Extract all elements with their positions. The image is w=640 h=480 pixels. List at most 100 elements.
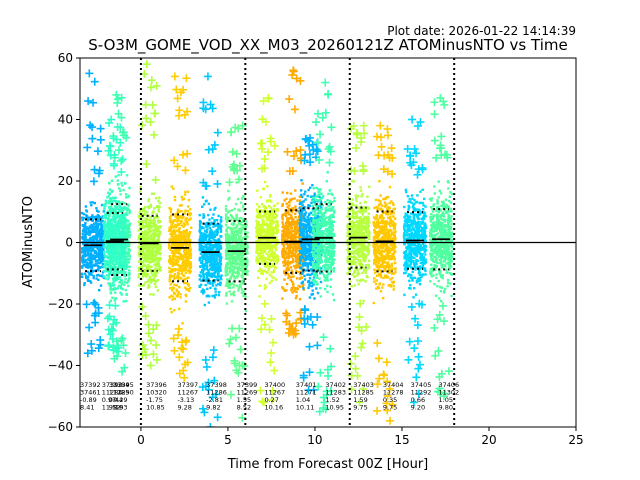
point	[181, 235, 184, 239]
point	[256, 221, 259, 225]
point	[213, 219, 216, 222]
point	[227, 261, 231, 264]
point	[123, 280, 126, 284]
point	[204, 200, 208, 203]
point	[225, 252, 228, 255]
point	[269, 221, 272, 224]
point	[281, 204, 284, 207]
outlier-point	[289, 330, 298, 339]
point	[266, 232, 269, 235]
point	[156, 279, 160, 282]
point	[146, 236, 149, 239]
point	[228, 236, 232, 239]
point	[177, 291, 180, 294]
point	[94, 262, 97, 265]
point	[104, 260, 108, 263]
outlier-point	[209, 346, 218, 355]
point	[293, 289, 296, 293]
point	[98, 238, 102, 241]
point	[188, 250, 191, 254]
point	[124, 212, 127, 216]
point	[97, 249, 101, 253]
point	[117, 200, 121, 203]
point	[118, 235, 121, 238]
point	[127, 242, 130, 245]
outlier-point	[175, 106, 184, 115]
point	[275, 262, 278, 265]
point	[215, 219, 219, 222]
point	[235, 181, 238, 184]
point	[173, 250, 176, 253]
point	[213, 260, 216, 263]
point	[289, 192, 293, 195]
point	[111, 251, 114, 254]
point	[282, 228, 286, 232]
point	[103, 252, 106, 255]
point	[216, 232, 219, 235]
point	[257, 248, 261, 251]
point	[188, 268, 191, 271]
point	[112, 207, 115, 210]
point	[150, 260, 153, 263]
point	[260, 226, 264, 229]
point	[156, 251, 159, 255]
point	[147, 243, 150, 247]
point	[103, 265, 106, 268]
point	[112, 282, 115, 285]
point	[271, 232, 275, 236]
outlier-point	[149, 325, 158, 334]
outlier-point	[83, 143, 92, 152]
outlier-point	[210, 140, 219, 149]
point	[267, 256, 270, 259]
point	[233, 267, 236, 270]
point	[256, 261, 259, 265]
point	[240, 281, 244, 285]
outlier-point	[104, 146, 113, 155]
point	[178, 268, 181, 271]
point	[81, 261, 85, 264]
point	[124, 182, 127, 185]
point	[113, 263, 116, 266]
point	[219, 230, 223, 233]
point	[107, 282, 110, 285]
outlier-point	[106, 330, 115, 339]
point	[265, 277, 268, 281]
point	[82, 212, 85, 216]
point	[92, 256, 95, 259]
point	[186, 250, 189, 253]
point	[225, 233, 229, 236]
point	[269, 244, 272, 248]
point	[213, 239, 216, 242]
point	[265, 246, 269, 249]
point	[256, 258, 259, 261]
point	[299, 273, 302, 276]
point	[104, 203, 107, 206]
point	[239, 244, 242, 248]
point	[260, 247, 263, 250]
point	[300, 263, 303, 266]
point	[198, 249, 201, 252]
point	[188, 244, 191, 247]
point	[266, 211, 270, 214]
point	[271, 262, 275, 266]
point	[154, 239, 158, 242]
point	[99, 266, 102, 269]
point	[265, 223, 268, 227]
point	[233, 257, 237, 260]
point	[122, 228, 125, 232]
point	[271, 216, 275, 219]
point	[115, 233, 118, 237]
point	[105, 263, 109, 266]
point	[169, 210, 173, 214]
point	[101, 262, 105, 266]
point	[263, 250, 267, 253]
point	[93, 201, 96, 205]
point	[296, 218, 299, 221]
outlier-point	[210, 376, 219, 385]
point	[147, 205, 150, 208]
point	[181, 262, 184, 265]
point	[155, 250, 159, 253]
point	[240, 248, 243, 251]
point	[259, 229, 262, 233]
point	[169, 226, 172, 230]
